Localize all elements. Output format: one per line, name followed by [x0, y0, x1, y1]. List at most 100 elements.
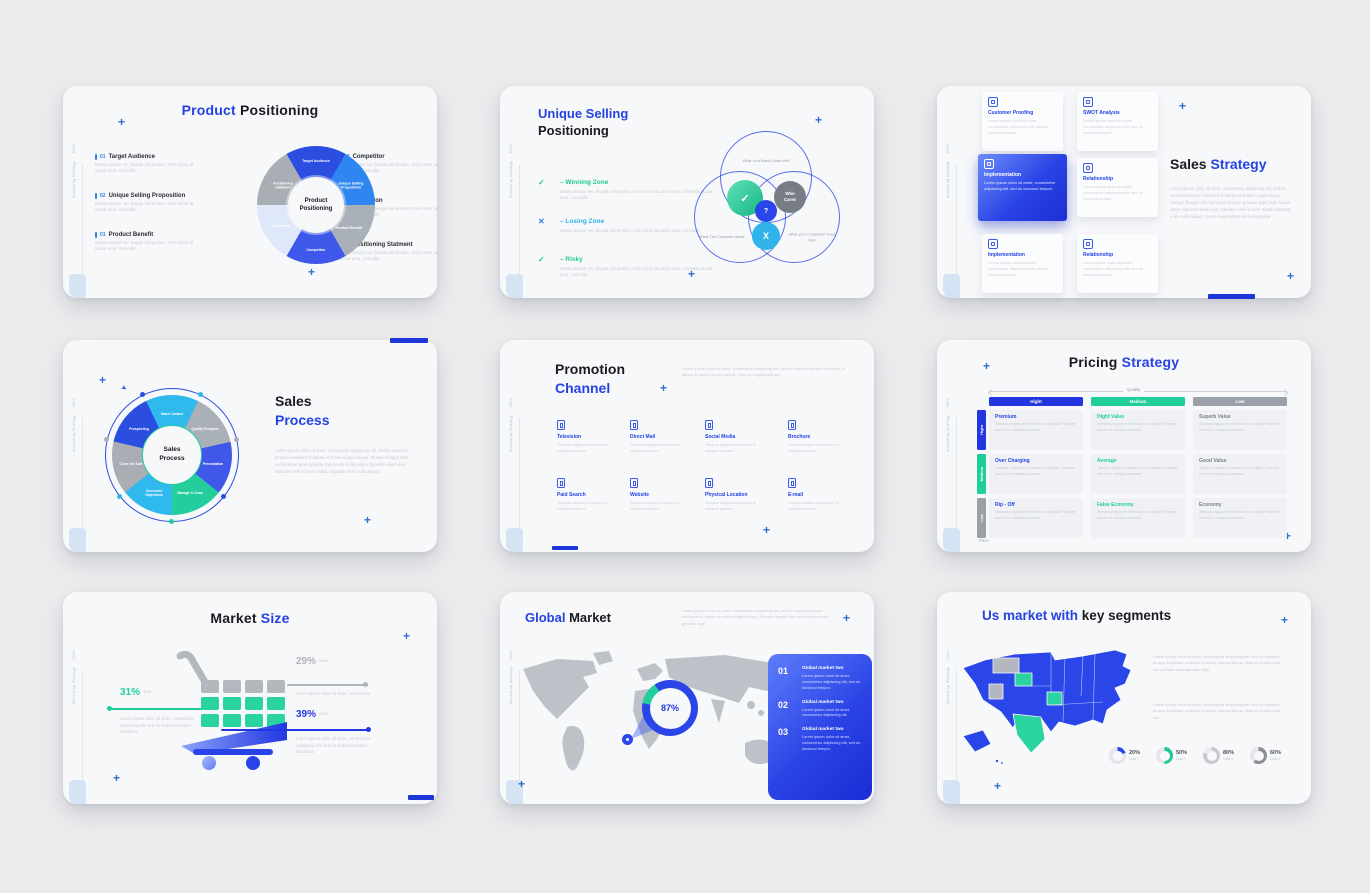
callout-31: 31% TAM [120, 687, 152, 698]
panel-item: 03 Global market two Lorem ipsum dolor s… [778, 727, 861, 752]
row-header-medium: Medium [977, 454, 986, 494]
column-header-high: Hight [989, 397, 1083, 406]
channel-item: Social Media Tempus magna et euismod in … [705, 420, 767, 454]
slide-product-positioning[interactable]: 2023 Marketing Strategy Product Positioni… [63, 86, 437, 298]
check-icon: ✓ [538, 178, 545, 187]
plus-decoration-icon: + [1284, 529, 1292, 543]
pricing-cell: Average Tempus magna et euismod in volutp… [1091, 454, 1185, 494]
pricing-cell: Good Value Tempus magna et euismod in vol… [1193, 454, 1287, 494]
page-number-tab [506, 528, 523, 552]
channel-item: Website Tempus magna et euismod in volut… [630, 478, 692, 512]
venn-badge-who-cares: Who Cares [774, 181, 806, 213]
plus-decoration-icon: + [763, 523, 771, 537]
relationship-icon [1083, 163, 1093, 173]
list-item: 02 Unique Selling Proposition Massa tempo… [95, 193, 194, 213]
legend-item-risky: ✓ – Risky Massa tempor nec feugiat nisl … [538, 255, 713, 277]
slide-market-size[interactable]: 2023 Marketing Strategy + + Market Size [63, 592, 437, 804]
callout-line [287, 684, 365, 686]
accent-bar [552, 546, 578, 550]
callout-dot [363, 682, 368, 687]
callout-dot [107, 706, 112, 711]
sales-process-wheel: Prospecting Make Contact Qualify Prospec… [112, 395, 232, 515]
strategy-card[interactable]: SWOT Analysis Lorem ipsum dolor sit amet… [1077, 92, 1158, 151]
plus-decoration-icon: + [660, 381, 668, 395]
strategy-card-active[interactable]: Implementation Lorem ipsum dolor sit ame… [978, 154, 1067, 221]
item-bar [95, 193, 97, 199]
direct-mail-icon [630, 420, 638, 430]
donut-chart [1156, 747, 1173, 764]
slide-promotion-channel[interactable]: 2023 Marketing Strategy + + Promotion Cha… [500, 340, 874, 552]
plus-decoration-icon: + [364, 513, 372, 527]
slide-sales-strategy[interactable]: 2023 Marketing Strategy + + Customer Proo… [937, 86, 1311, 299]
x-icon: ✕ [538, 217, 545, 226]
price-axis-label: Price [975, 538, 993, 543]
physical-location-icon [705, 478, 713, 488]
body-paragraph: Lorem ipsum dolor sit amet, consectetur … [1153, 654, 1280, 672]
item-bar [95, 154, 97, 160]
strategy-card[interactable]: Relationship Lorem ipsum dolor sit amet,… [1077, 158, 1158, 217]
accent-bar [408, 795, 434, 800]
social-media-icon [705, 420, 713, 430]
strategy-card[interactable]: Relationship Lorem ipsum dolor sit amet,… [1077, 234, 1158, 293]
pricing-cell: Economy Tempus magna et euismod in volutp… [1193, 498, 1287, 538]
slide-us-market-segments[interactable]: 2023 Marketing Strategy + + Us market wit… [937, 592, 1311, 804]
slide-side-label: 2023 Marketing Strategy [509, 144, 513, 198]
channel-item: Brochure Tempus magna et euismod in volu… [788, 420, 850, 454]
venn-badge-question: ? [755, 200, 777, 222]
slide-side-label: 2023 Marketing Strategy [946, 398, 950, 452]
page-title: Sales Process [275, 393, 330, 428]
customer-proofing-icon [988, 97, 998, 107]
list-item: 01 Target Audience Massa tempor nec feugi… [95, 154, 194, 174]
pricing-cell: Over Charging Tempus magna et euismod in … [989, 454, 1083, 494]
strategy-card[interactable]: Implementation Lorem ipsum dolor sit ame… [982, 234, 1063, 293]
page-number-tab [69, 528, 86, 552]
item-bar [95, 232, 97, 238]
divider [82, 670, 83, 780]
callout-line [111, 708, 203, 710]
channel-item: Physical Location Tempus magna et euismo… [705, 478, 767, 512]
television-icon [557, 420, 565, 430]
body-paragraph: Lorem ipsum dolor sit amet, consectetur … [682, 366, 845, 378]
orbit-dot [169, 519, 174, 524]
plus-decoration-icon: + [843, 611, 851, 625]
plus-decoration-icon: + [983, 359, 991, 373]
paid-search-icon [557, 478, 565, 488]
donut-chart [1203, 747, 1220, 764]
pricing-cell: Hight Value Tempus magna et euismod in vo… [1091, 410, 1185, 450]
callout-dot [366, 727, 371, 732]
callout-29: 29% SAM [296, 656, 328, 667]
plus-decoration-icon: + [815, 113, 823, 127]
plus-decoration-icon: + [308, 265, 316, 279]
callout-line [221, 729, 369, 731]
column-header-medium: Medium [1091, 397, 1185, 406]
wheel-center-label: Product Positioning [288, 177, 344, 233]
relationship-icon [1083, 239, 1093, 249]
slide-global-market[interactable]: 2023 Marketing Strategy + + Global Market… [500, 592, 874, 804]
page-title: Pricing Strategy [1068, 354, 1180, 370]
quality-axis-label: Quality [1123, 387, 1145, 392]
slide-pricing-strategy[interactable]: 2023 Marketing Strategy + + Pricing Strat… [937, 340, 1311, 552]
venn-circle-competitor [748, 171, 840, 263]
pricing-cell: Premium Tempus magna et euismod in volutp… [989, 410, 1083, 450]
orbit-dot [198, 392, 203, 397]
page-number-tab [943, 780, 960, 804]
body-paragraph: Lorem ipsum dolor sit amet, consectetur … [682, 608, 829, 626]
slide-sales-process[interactable]: 2023 Marketing Strategy + + ➤ Prospecting… [63, 338, 437, 552]
channel-item: Television Tempus magna et euismod in vo… [557, 420, 619, 454]
accent-bar [390, 338, 428, 343]
row-header-low: Low [977, 498, 986, 538]
arrow-icon: ➤ [119, 383, 129, 393]
page-number-tab [69, 780, 86, 804]
donut-chart [1109, 747, 1126, 764]
strategy-card[interactable]: Customer Proofing Lorem ipsum dolor sit … [982, 92, 1063, 151]
slide-unique-selling-positioning[interactable]: 2023 Marketing Strategy Unique Selling Po… [500, 86, 874, 298]
plus-decoration-icon: + [113, 771, 121, 785]
plus-decoration-icon: + [994, 779, 1002, 793]
orbit-dot [117, 494, 122, 499]
puzzle-wheel-diagram: Target Audience Unique Selling Propositi… [257, 146, 375, 264]
swot-analysis-icon [1083, 97, 1093, 107]
slide-side-label: 2023 Marketing Strategy [72, 398, 76, 452]
channel-item: Direct Mail Tempus magna et euismod in v… [630, 420, 692, 454]
orbit-dot [140, 392, 145, 397]
stat-donut-3: 80% Data 3 [1203, 747, 1234, 764]
